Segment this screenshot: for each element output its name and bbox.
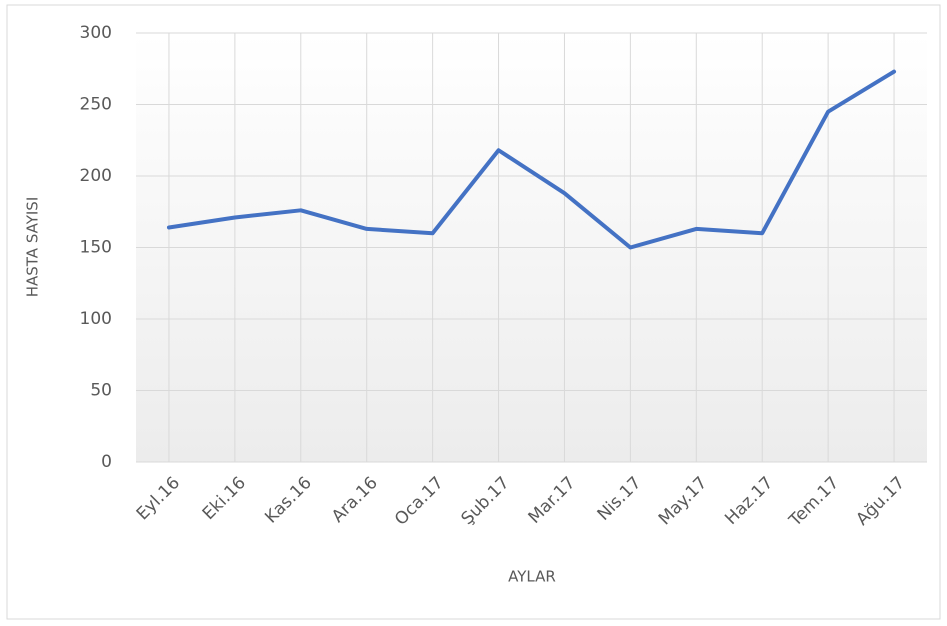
x-axis-title: AYLAR — [508, 568, 556, 586]
y-tick-label: 100 — [80, 309, 112, 329]
y-tick-label: 200 — [80, 166, 112, 186]
y-tick-label: 300 — [80, 23, 112, 43]
data-line — [166, 69, 897, 250]
y-axis-title: HASTA SAYISI — [24, 197, 42, 298]
y-tick-label: 0 — [101, 452, 112, 472]
y-tick-label: 50 — [90, 381, 112, 401]
y-tick-label: 250 — [80, 95, 112, 115]
y-tick-label: 150 — [80, 238, 112, 258]
